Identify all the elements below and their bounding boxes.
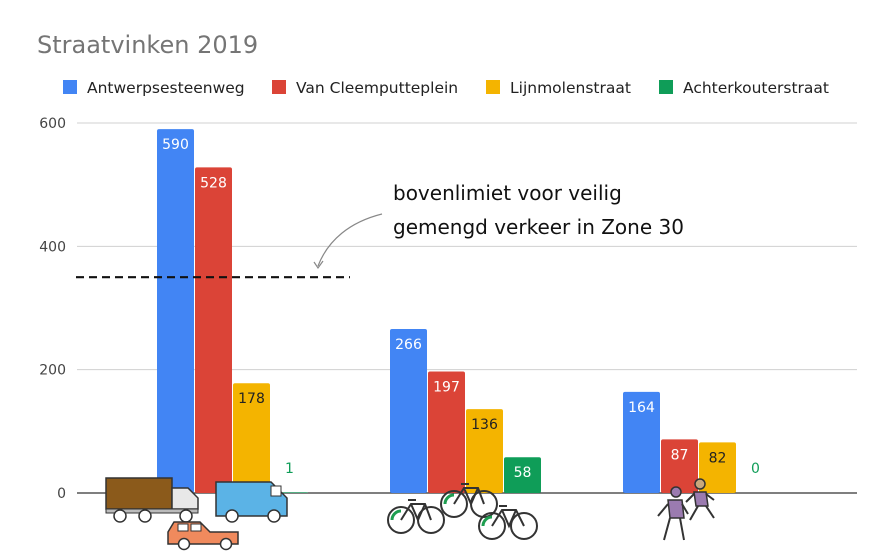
y-tick-label-0: 0 (57, 486, 66, 502)
legend-swatch-4 (659, 80, 673, 94)
bar-label-3-3: 82 (709, 450, 727, 466)
legend-label-2: Van Cleemputteplein (296, 79, 458, 97)
bar-2-2 (428, 371, 465, 493)
bar-label-4-2: 58 (514, 465, 532, 481)
y-tick-label-200: 200 (39, 363, 66, 379)
bar-3-1 (233, 383, 270, 493)
bicycles-icon (387, 483, 538, 540)
bar-label-1-3: 164 (628, 400, 655, 416)
arrow-head-icon (313, 260, 324, 270)
annotation-line-2: gemengd verkeer in Zone 30 (393, 215, 684, 239)
annotation-arrow (317, 213, 383, 267)
annotation-line-1: bovenlimiet voor veilig (393, 181, 622, 205)
bar-labels: 590 528 178 1 266 197 136 58 164 87 82 0 (162, 137, 760, 481)
legend-label-4: Achterkouterstraat (683, 79, 829, 97)
bar-3-2 (466, 409, 503, 493)
bar-4-2 (504, 457, 541, 493)
bar-label-2-1: 528 (200, 175, 227, 191)
bar-label-2-2: 197 (433, 380, 460, 396)
bar-label-1-2: 266 (395, 337, 422, 353)
legend-swatch-1 (63, 80, 77, 94)
bar-2-1 (195, 167, 232, 493)
bars (157, 129, 736, 493)
annotation: bovenlimiet voor veilig gemengd verkeer … (313, 181, 684, 270)
bar-label-4-1: 1 (285, 461, 294, 477)
y-tick-label-400: 400 (39, 239, 66, 255)
truck-van-car-icon (105, 477, 288, 551)
y-axis-ticks: 0 200 400 600 (39, 116, 66, 502)
bar-label-3-2: 136 (471, 417, 498, 433)
bar-3-3 (699, 442, 736, 493)
chart-title: Straatvinken 2019 (37, 31, 258, 59)
bar-label-2-3: 87 (671, 447, 689, 463)
y-tick-label-600: 600 (39, 116, 66, 132)
bar-label-3-1: 178 (238, 391, 265, 407)
legend-swatch-3 (486, 80, 500, 94)
legend-label-3: Lijnmolenstraat (510, 79, 631, 97)
pedestrians-icon (657, 478, 715, 541)
bar-label-4-3: 0 (751, 461, 760, 477)
bar-1-3 (623, 391, 660, 493)
bar-label-1-1: 590 (162, 137, 189, 153)
bar-2-3 (661, 439, 698, 493)
legend-label-1: Antwerpsesteenweg (87, 79, 245, 97)
legend-swatch-2 (272, 80, 286, 94)
legend: Antwerpsesteenweg Van Cleemputteplein Lijn… (63, 79, 829, 97)
bar-1-2 (390, 328, 427, 493)
bar-1-1 (157, 129, 194, 493)
